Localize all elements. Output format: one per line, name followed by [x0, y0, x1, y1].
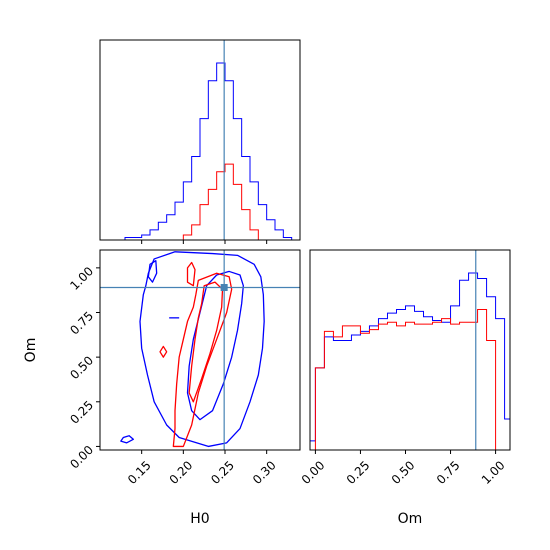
contour-red-4	[172, 272, 233, 448]
truth-marker	[220, 284, 228, 291]
om-x-tick-label: 0.75	[434, 458, 463, 487]
om-x-tick-label: 0.25	[344, 458, 373, 487]
contour-blue-1	[147, 260, 158, 283]
om-x-tick-label: 1.00	[479, 458, 508, 487]
h0-histogram-blue	[100, 62, 300, 241]
h0-om-joint-contour-panel: 0.15 0.20 0.25 0.30 0.00 0.25 0.50 0.75 1.00 H0 Om	[23, 249, 301, 527]
h0-marginal-histogram-panel	[99, 39, 301, 244]
contour-red-6	[186, 261, 196, 287]
om-x-tick-label: 0.50	[389, 458, 418, 487]
joint-y-tick-label: 0.75	[67, 309, 96, 338]
joint-x-tick-label: 0.30	[250, 458, 279, 487]
x-axis-label-h0: H0	[190, 511, 209, 527]
contour-blue-3	[186, 270, 244, 421]
om-histogram-red	[310, 309, 510, 451]
om-marginal-histogram-panel: 0.00 0.25 0.50 0.75 1.00 Om	[299, 249, 511, 527]
y-axis-label-om: Om	[23, 338, 39, 363]
joint-x-tick-label: 0.25	[208, 458, 237, 487]
h0-histogram-frame	[99, 39, 301, 241]
joint-y-tick-label: 0.50	[67, 353, 96, 382]
joint-x-tick-label: 0.20	[167, 458, 196, 487]
joint-y-tick-label: 1.00	[67, 264, 96, 293]
joint-y-tick-label: 0.25	[67, 398, 96, 427]
joint-plot-area	[100, 250, 300, 450]
joint-x-tick-label: 0.15	[125, 458, 154, 487]
contour-blue-2	[120, 435, 134, 444]
om-histogram-blue	[309, 272, 511, 450]
joint-y-tick-label: 0.00	[67, 443, 96, 472]
x-axis-label-om: Om	[398, 511, 423, 527]
om-x-tick-label: 0.00	[299, 458, 328, 487]
h0-histogram-red	[100, 163, 300, 241]
joint-frame	[99, 249, 301, 451]
om-histogram-frame	[309, 249, 511, 451]
contour-blue-0	[139, 251, 265, 448]
contour-red-5	[188, 281, 224, 403]
contour-red-7	[159, 345, 168, 358]
